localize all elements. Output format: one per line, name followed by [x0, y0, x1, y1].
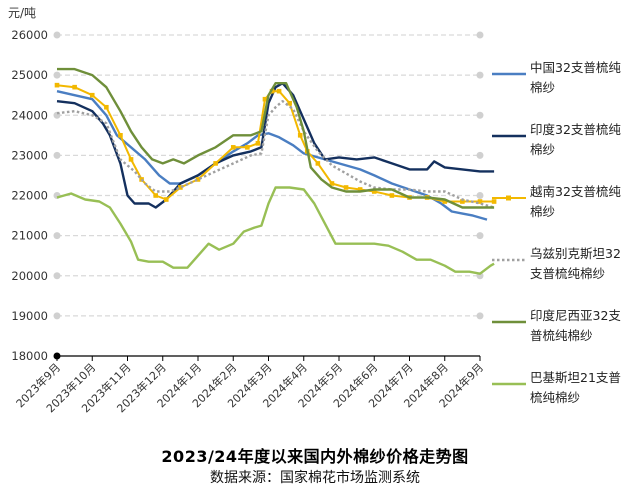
series-marker-2: [315, 161, 321, 166]
series-marker-2: [371, 189, 377, 194]
series-marker-2: [262, 96, 268, 102]
grid-endpoint: [53, 232, 61, 240]
legend-item-pakistan: 巴基斯坦21支普梳纯棉纱: [492, 368, 628, 430]
grid-endpoint: [53, 312, 61, 320]
legend-swatch-vietnam: [492, 195, 526, 201]
price-line-chart: 元/吨 18000 19000 20000 21000 22000 23000 24000 2…: [8, 6, 497, 415]
y-tick-label: 25000: [11, 68, 48, 82]
legend-item-india: 印度32支普梳纯棉纱: [492, 120, 628, 182]
series-marker-2: [389, 193, 395, 198]
x-axis: 2023年9月2023年10月2023年11月2023年12月2024年1月20…: [13, 352, 486, 415]
series-marker-2: [195, 177, 201, 182]
legend-swatch-china: [492, 72, 526, 76]
series-marker-2: [128, 157, 134, 162]
grid-endpoint: [53, 151, 61, 159]
grid-endpoint: [476, 111, 484, 119]
legend-label-india: 印度32支普梳纯棉纱: [530, 122, 621, 157]
legend-item-china: 中国32支普梳纯棉纱: [492, 58, 628, 120]
grid-endpoint: [476, 31, 484, 39]
legend-item-indonesia: 印度尼西亚32支普梳纯棉纱: [492, 306, 628, 368]
legend-swatch-indonesia: [492, 320, 526, 324]
legend-label-vietnam: 越南32支普梳纯棉纱: [530, 184, 621, 219]
y-tick-label: 21000: [11, 229, 48, 243]
series-marker-2: [297, 133, 303, 138]
grid-endpoint: [476, 232, 484, 240]
series-marker-2: [255, 141, 261, 146]
series-marker-2: [72, 84, 77, 90]
y-tick-label: 18000: [11, 349, 48, 363]
series-marker-2: [153, 193, 158, 198]
chart-title: 2023/24年度以来国内外棉纱价格走势图: [161, 447, 469, 466]
legend-swatch-uzbekistan: [492, 258, 526, 262]
grid-endpoint: [476, 71, 484, 79]
y-tick-label: 26000: [11, 28, 48, 42]
series-lines: [54, 67, 497, 275]
y-tick-label: 22000: [11, 189, 48, 203]
y-tick-label: 23000: [11, 148, 48, 162]
series-marker-2: [276, 88, 282, 94]
y-axis-unit-label: 元/吨: [8, 6, 36, 20]
series-line-0: [56, 90, 488, 221]
series-marker-2: [491, 199, 497, 204]
series-marker-2: [54, 82, 60, 88]
series-marker-2: [442, 199, 448, 204]
series-marker-2: [357, 187, 363, 192]
legend-swatch-pakistan: [492, 382, 526, 386]
series-marker-2: [230, 145, 236, 150]
y-axis-ticks: 18000 19000 20000 21000 22000 23000 24000 25000…: [11, 28, 48, 363]
legend-item-uzbekistan: 乌兹别克斯坦32支普梳纯棉纱: [492, 244, 628, 306]
series-marker-2: [213, 161, 218, 166]
series-marker-2: [163, 197, 169, 202]
legend-label-pakistan: 巴基斯坦21支普梳纯棉纱: [530, 370, 621, 405]
gridlines: [53, 31, 484, 320]
series-marker-2: [89, 92, 95, 98]
y-tick-label: 24000: [11, 108, 48, 122]
legend: 中国32支普梳纯棉纱 印度32支普梳纯棉纱 越南32支普梳纯棉纱 乌兹别克斯坦3…: [492, 58, 628, 430]
series-marker-2: [245, 145, 250, 150]
y-tick-label: 20000: [11, 269, 48, 283]
legend-swatch-india: [492, 134, 526, 138]
series-marker-2: [343, 185, 349, 190]
y-tick-label: 19000: [11, 309, 48, 323]
series-marker-2: [287, 100, 292, 106]
grid-endpoint: [53, 31, 61, 39]
legend-label-uzbekistan: 乌兹别克斯坦32支普梳纯棉纱: [530, 246, 621, 281]
series-line-3: [56, 100, 495, 209]
series-marker-2: [178, 185, 183, 190]
legend-item-vietnam: 越南32支普梳纯棉纱: [492, 182, 628, 244]
series-marker-2: [460, 199, 465, 204]
data-source-note: 数据来源：国家棉花市场监测系统: [210, 470, 420, 486]
legend-label-indonesia: 印度尼西亚32支普梳纯棉纱: [530, 308, 621, 343]
grid-endpoint: [53, 272, 61, 280]
grid-endpoint: [476, 151, 484, 159]
series-line-4: [57, 67, 495, 209]
series-marker-2: [329, 181, 335, 186]
grid-endpoint: [476, 312, 484, 320]
grid-endpoint: [476, 192, 484, 199]
series-marker-2: [477, 199, 483, 204]
series-marker-2: [104, 104, 109, 110]
grid-endpoint: [53, 71, 61, 79]
series-line-5: [56, 186, 495, 275]
series-line-1: [56, 82, 495, 209]
series-line-2: [56, 84, 495, 203]
legend-label-china: 中国32支普梳纯棉纱: [530, 60, 621, 95]
series-marker-2: [118, 133, 123, 138]
